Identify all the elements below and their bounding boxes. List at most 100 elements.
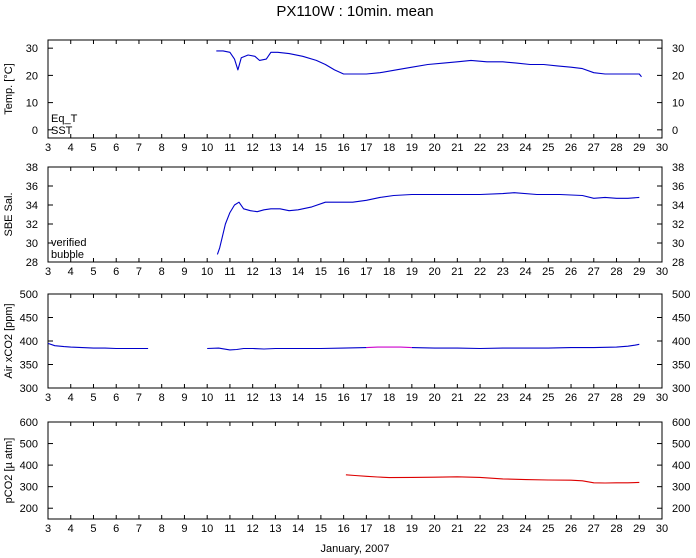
x-tick-label: 8 <box>159 523 165 535</box>
x-tick-label: 24 <box>519 142 531 154</box>
x-tick-label: 15 <box>315 266 327 278</box>
x-tick-label: 3 <box>45 523 51 535</box>
x-tick-label: 5 <box>90 142 96 154</box>
x-tick-label: 6 <box>113 266 119 278</box>
x-tick-label: 7 <box>136 142 142 154</box>
panel-frame <box>48 40 662 138</box>
y-tick-label-right: 300 <box>672 482 690 494</box>
x-tick-label: 13 <box>269 266 281 278</box>
y-axis-label: Air xCO2 [ppm] <box>3 303 15 378</box>
y-tick-label-left: 32 <box>26 219 38 231</box>
x-tick-label: 17 <box>360 392 372 404</box>
y-axis-label: Temp. [°C] <box>3 63 15 114</box>
x-tick-label: 11 <box>224 266 235 278</box>
y-tick-label-right: 600 <box>672 417 690 429</box>
panel-3: 3 4 5 6 7 8 9 10 11 12 13 14 15 16 17 18 19 20 21 22 23 24 25 2… <box>3 289 690 404</box>
x-tick-label: 30 <box>656 142 668 154</box>
x-tick-label: 12 <box>247 523 259 535</box>
x-tick-label: 5 <box>90 266 96 278</box>
x-tick-label: 26 <box>565 523 577 535</box>
x-tick-label: 7 <box>136 523 142 535</box>
y-tick-label-left: 400 <box>20 336 38 348</box>
y-tick-label-right: 30 <box>672 238 684 250</box>
x-tick-label: 21 <box>451 142 463 154</box>
x-tick-label: 13 <box>269 523 281 535</box>
panel-1: 3 4 5 6 7 8 9 10 11 12 13 14 15 16 17 18 19 20 21 22 23 24 25 2… <box>3 40 684 154</box>
x-tick-label: 24 <box>519 523 531 535</box>
x-tick-label: 21 <box>451 523 463 535</box>
x-tick-label: 7 <box>136 266 142 278</box>
y-tick-label-left: 20 <box>26 70 38 82</box>
x-tick-label: 4 <box>68 523 74 535</box>
x-tick-label: 24 <box>519 266 531 278</box>
y-tick-label-right: 500 <box>672 439 690 451</box>
x-tick-label: 29 <box>633 392 645 404</box>
x-tick-label: 23 <box>497 266 509 278</box>
x-tick-label: 21 <box>451 266 463 278</box>
y-tick-label-right: 300 <box>672 383 690 395</box>
x-tick-label: 12 <box>247 266 259 278</box>
series-line <box>207 348 366 350</box>
x-tick-label: 13 <box>269 142 281 154</box>
x-tick-label: 28 <box>610 142 622 154</box>
x-axis-label: January, 2007 <box>321 543 390 555</box>
x-tick-label: 18 <box>383 142 395 154</box>
x-tick-label: 10 <box>201 392 213 404</box>
y-tick-label-left: 30 <box>26 43 38 55</box>
panel-frame <box>48 294 662 388</box>
x-tick-label: 25 <box>542 392 554 404</box>
x-tick-label: 27 <box>588 142 600 154</box>
y-tick-label-right: 500 <box>672 289 690 301</box>
y-tick-label-left: 300 <box>20 482 38 494</box>
y-tick-label-left: 500 <box>20 289 38 301</box>
x-tick-label: 5 <box>90 392 96 404</box>
x-tick-label: 12 <box>247 142 259 154</box>
x-tick-label: 22 <box>474 142 486 154</box>
x-tick-label: 29 <box>633 523 645 535</box>
x-tick-label: 27 <box>588 392 600 404</box>
legend-entry: bubble <box>51 249 84 261</box>
x-tick-label: 4 <box>68 266 74 278</box>
y-tick-label-right: 200 <box>672 503 690 515</box>
y-tick-label-right: 400 <box>672 336 690 348</box>
x-tick-label: 20 <box>428 523 440 535</box>
x-tick-label: 3 <box>45 266 51 278</box>
x-tick-label: 30 <box>656 266 668 278</box>
x-tick-label: 21 <box>451 392 463 404</box>
y-tick-label-right: 350 <box>672 360 690 372</box>
legend-entry: Eq_T <box>51 113 78 125</box>
x-tick-label: 11 <box>224 142 235 154</box>
x-tick-label: 26 <box>565 266 577 278</box>
x-tick-label: 16 <box>338 392 350 404</box>
y-tick-label-right: 28 <box>672 257 684 269</box>
x-tick-label: 6 <box>113 142 119 154</box>
legend-entry: verified <box>51 237 86 249</box>
x-tick-label: 18 <box>383 266 395 278</box>
x-tick-label: 19 <box>406 142 418 154</box>
y-axis-label: SBE Sal. <box>3 192 15 236</box>
x-tick-label: 25 <box>542 142 554 154</box>
y-tick-label-left: 36 <box>26 181 38 193</box>
y-tick-label-right: 0 <box>672 125 678 137</box>
series-line <box>412 344 639 348</box>
y-tick-label-left: 200 <box>20 503 38 515</box>
y-tick-label-left: 10 <box>26 98 38 110</box>
chart-panels: 3 4 5 6 7 8 9 10 11 12 13 14 15 16 17 18 19 20 21 22 23 24 25 2… <box>3 40 690 535</box>
x-tick-label: 23 <box>497 142 509 154</box>
x-tick-label: 3 <box>45 392 51 404</box>
x-tick-label: 28 <box>610 266 622 278</box>
x-tick-label: 4 <box>68 392 74 404</box>
y-tick-label-left: 400 <box>20 460 38 472</box>
x-tick-label: 10 <box>201 266 213 278</box>
x-tick-label: 24 <box>519 392 531 404</box>
x-tick-label: 7 <box>136 392 142 404</box>
x-tick-label: 22 <box>474 266 486 278</box>
x-tick-label: 15 <box>315 142 327 154</box>
y-tick-label-left: 500 <box>20 439 38 451</box>
x-tick-label: 12 <box>247 392 259 404</box>
y-tick-label-right: 450 <box>672 313 690 325</box>
x-tick-label: 18 <box>383 392 395 404</box>
x-tick-label: 15 <box>315 523 327 535</box>
y-tick-label-left: 30 <box>26 238 38 250</box>
